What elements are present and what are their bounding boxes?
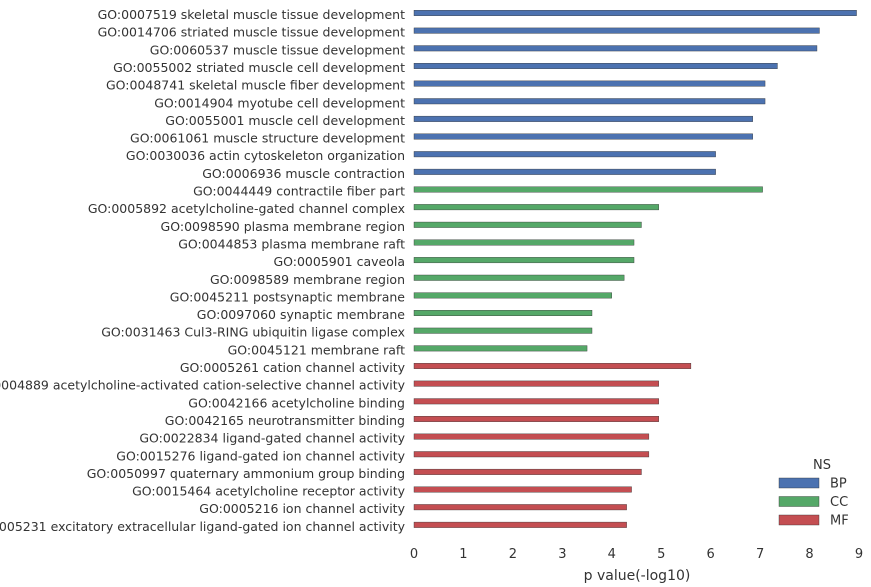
bar-18 <box>413 327 593 334</box>
category-label-17: GO:0097060 synaptic membrane <box>197 307 406 322</box>
x-axis-ticks: 0 1 2 3 4 5 6 7 8 9 <box>410 547 863 562</box>
x-tick-label-3: 3 <box>558 547 566 562</box>
category-label-0: GO:0007519 skeletal muscle tissue develo… <box>98 7 405 22</box>
bar-9 <box>413 168 716 175</box>
bar-1 <box>413 27 820 34</box>
bar-12 <box>413 221 642 228</box>
category-label-10: GO:0044449 contractile fiber part <box>193 184 405 199</box>
category-label-2: GO:0060537 muscle tissue development <box>150 42 405 57</box>
category-label-19: GO:0045121 membrane raft <box>228 342 406 357</box>
category-label-3: GO:0055002 striated muscle cell developm… <box>113 60 405 75</box>
bar-29 <box>413 521 627 528</box>
category-labels: GO:0007519 skeletal muscle tissue develo… <box>0 7 406 534</box>
category-label-20: GO:0005261 cation channel activity <box>180 360 406 375</box>
bar-11 <box>413 204 659 211</box>
bar-28 <box>413 504 627 511</box>
x-tick-label-2: 2 <box>509 547 517 562</box>
bar-24 <box>413 433 650 440</box>
legend-entries: BP CC MF <box>778 477 849 529</box>
bars-layer <box>413 10 857 528</box>
category-label-6: GO:0055001 muscle cell development <box>165 113 405 128</box>
bar-4 <box>413 80 766 87</box>
category-label-25: GO:0015276 ligand-gated ion channel acti… <box>116 448 405 463</box>
category-label-16: GO:0045211 postsynaptic membrane <box>170 289 406 304</box>
category-label-13: GO:0044853 plasma membrane raft <box>178 236 405 251</box>
bar-27 <box>413 486 632 493</box>
legend-title: NS <box>813 458 831 473</box>
category-label-1: GO:0014706 striated muscle tissue develo… <box>98 25 406 40</box>
category-label-4: GO:0048741 skeletal muscle fiber develop… <box>106 78 405 93</box>
bar-20 <box>413 363 692 369</box>
bar-15 <box>413 274 625 281</box>
bar-25 <box>413 451 650 458</box>
x-tick-label-7: 7 <box>756 547 764 562</box>
category-label-23: GO:0042165 neurotransmitter binding <box>165 413 405 428</box>
x-tick-label-9: 9 <box>855 547 863 562</box>
legend-label-cc: CC <box>830 495 848 510</box>
bar-16 <box>413 292 612 299</box>
category-label-12: GO:0098590 plasma membrane region <box>161 219 405 234</box>
x-tick-label-1: 1 <box>459 547 467 562</box>
bar-3 <box>413 63 778 69</box>
legend: NS BP CC MF <box>778 458 849 529</box>
legend-label-mf: MF <box>830 514 849 529</box>
bar-22 <box>413 398 659 405</box>
bar-17 <box>413 310 593 316</box>
category-label-21: GO:0004889 acetylcholine-activated catio… <box>0 378 406 393</box>
bar-14 <box>413 257 635 264</box>
x-tick-label-5: 5 <box>657 547 665 562</box>
category-label-24: GO:0022834 ligand-gated channel activity <box>139 431 405 446</box>
bar-21 <box>413 380 659 387</box>
category-label-29: GO:0005231 excitatory extracellular liga… <box>0 519 406 534</box>
bar-7 <box>413 133 753 140</box>
bar-0 <box>413 10 857 16</box>
category-label-9: GO:0006936 muscle contraction <box>202 166 405 181</box>
category-label-22: GO:0042166 acetylcholine binding <box>188 395 405 410</box>
category-label-28: GO:0005216 ion channel activity <box>199 501 405 516</box>
legend-swatch-mf <box>778 514 820 526</box>
x-tick-label-6: 6 <box>707 547 715 562</box>
category-label-11: GO:0005892 acetylcholine-gated channel c… <box>88 201 405 216</box>
x-tick-label-4: 4 <box>608 547 616 562</box>
bar-5 <box>413 98 766 105</box>
category-label-18: GO:0031463 Cul3-RING ubiquitin ligase co… <box>101 325 405 340</box>
bar-10 <box>413 186 763 193</box>
bar-13 <box>413 239 635 246</box>
category-label-5: GO:0014904 myotube cell development <box>154 95 405 110</box>
category-label-27: GO:0015464 acetylcholine receptor activi… <box>132 484 406 499</box>
bar-8 <box>413 151 716 158</box>
bar-2 <box>413 45 818 52</box>
x-tick-label-0: 0 <box>410 547 418 562</box>
category-label-26: GO:0050997 quaternary ammonium group bin… <box>87 466 405 481</box>
legend-label-bp: BP <box>830 477 847 492</box>
category-label-14: GO:0005901 caveola <box>273 254 405 269</box>
legend-swatch-bp <box>778 477 820 489</box>
bar-26 <box>413 468 642 475</box>
legend-swatch-cc <box>778 496 820 507</box>
x-tick-label-8: 8 <box>805 547 813 562</box>
bar-23 <box>413 416 659 422</box>
category-label-15: GO:0098589 membrane region <box>210 272 405 287</box>
category-label-7: GO:0061061 muscle structure development <box>130 131 405 146</box>
bar-19 <box>413 345 588 352</box>
category-label-8: GO:0030036 actin cytoskeleton organizati… <box>126 148 405 163</box>
bar-6 <box>413 115 753 122</box>
x-axis-title: p value(-log10) <box>584 568 691 584</box>
